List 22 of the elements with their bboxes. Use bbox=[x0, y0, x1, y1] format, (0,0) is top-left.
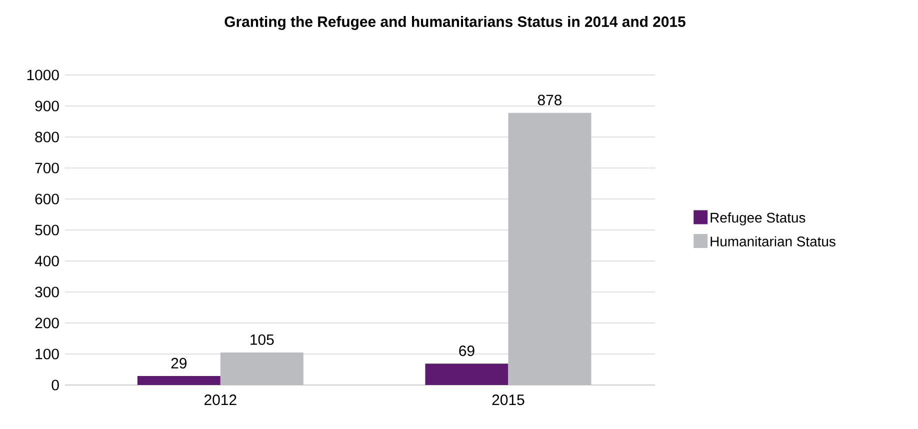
y-tick-label: 500 bbox=[35, 224, 59, 236]
legend-label: Refugee Status bbox=[710, 212, 806, 226]
y-tick-label: 600 bbox=[35, 194, 59, 204]
bar bbox=[137, 376, 220, 385]
data-label: 29 bbox=[171, 358, 187, 368]
y-tick-label: 700 bbox=[35, 162, 59, 174]
data-label: 878 bbox=[538, 94, 562, 106]
legend-label: Humanitarian Status bbox=[710, 236, 836, 246]
y-tick-label: 200 bbox=[35, 318, 59, 328]
y-tick-label: 300 bbox=[35, 286, 59, 298]
y-tick-label: 0 bbox=[52, 380, 59, 390]
data-label: 69 bbox=[459, 346, 474, 356]
y-tick-label: 800 bbox=[35, 132, 59, 142]
y-tick-label: 900 bbox=[35, 100, 59, 112]
chart-title: Granting the Refugee and humanitarians Status in 2014 and 2015 bbox=[224, 16, 686, 30]
data-label: 105 bbox=[250, 334, 274, 345]
y-tick-label: 1000 bbox=[27, 70, 59, 80]
x-tick-label: 2012 bbox=[204, 394, 236, 406]
y-tick-label: 100 bbox=[36, 348, 59, 360]
y-tick-label: 400 bbox=[34, 256, 59, 266]
bar bbox=[425, 364, 508, 385]
x-tick-label: 2015 bbox=[492, 394, 524, 406]
